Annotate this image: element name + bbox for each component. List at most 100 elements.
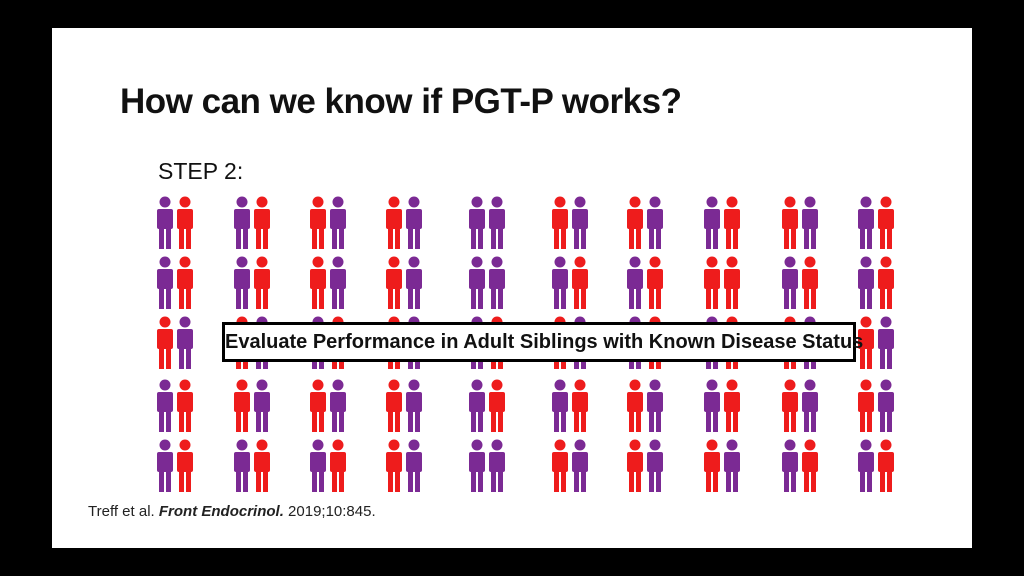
person-icon xyxy=(234,256,250,309)
torso xyxy=(552,452,568,472)
leg xyxy=(339,410,344,432)
person-icon xyxy=(627,196,643,249)
leg xyxy=(256,287,261,309)
head xyxy=(554,379,566,391)
leg xyxy=(471,287,476,309)
torso xyxy=(572,269,588,289)
torso xyxy=(469,269,485,289)
leg xyxy=(574,287,579,309)
leg xyxy=(319,227,324,249)
leg xyxy=(706,410,711,432)
person-icon xyxy=(858,379,874,432)
torso xyxy=(647,269,663,289)
head xyxy=(159,196,171,208)
person-icon xyxy=(627,439,643,492)
leg xyxy=(491,227,496,249)
person-icon xyxy=(782,439,798,492)
leg xyxy=(860,347,865,369)
leg xyxy=(263,410,268,432)
leg xyxy=(804,227,809,249)
head xyxy=(784,439,796,451)
leg xyxy=(860,227,865,249)
head xyxy=(574,196,586,208)
person-icon xyxy=(406,439,422,492)
torso xyxy=(157,269,173,289)
head xyxy=(471,439,483,451)
torso xyxy=(330,209,346,229)
head xyxy=(179,439,191,451)
leg xyxy=(561,410,566,432)
leg xyxy=(867,287,872,309)
torso xyxy=(406,392,422,412)
head xyxy=(860,439,872,451)
leg xyxy=(554,287,559,309)
person-icon xyxy=(330,379,346,432)
torso xyxy=(878,329,894,349)
person-icon xyxy=(647,196,663,249)
head xyxy=(388,256,400,268)
person-icon xyxy=(802,196,818,249)
leg xyxy=(811,287,816,309)
person-icon xyxy=(647,256,663,309)
leg xyxy=(804,470,809,492)
person-icon xyxy=(552,379,568,432)
leg xyxy=(804,410,809,432)
person-icon xyxy=(724,379,740,432)
head xyxy=(784,196,796,208)
head xyxy=(880,316,892,328)
leg xyxy=(179,347,184,369)
leg xyxy=(415,410,420,432)
torso xyxy=(330,452,346,472)
leg xyxy=(415,287,420,309)
leg xyxy=(236,410,241,432)
leg xyxy=(713,470,718,492)
head xyxy=(332,379,344,391)
leg xyxy=(312,287,317,309)
person-icon xyxy=(177,439,193,492)
leg xyxy=(636,470,641,492)
person-icon xyxy=(469,256,485,309)
person-icon xyxy=(406,196,422,249)
head xyxy=(179,256,191,268)
torso xyxy=(489,209,505,229)
person-icon xyxy=(310,439,326,492)
head xyxy=(860,316,872,328)
torso xyxy=(704,269,720,289)
torso xyxy=(177,329,193,349)
leg xyxy=(733,470,738,492)
leg xyxy=(791,227,796,249)
leg xyxy=(784,227,789,249)
leg xyxy=(263,470,268,492)
head xyxy=(179,316,191,328)
person-icon xyxy=(802,379,818,432)
leg xyxy=(236,227,241,249)
torso xyxy=(469,392,485,412)
head xyxy=(804,439,816,451)
leg xyxy=(478,287,483,309)
leg xyxy=(880,287,885,309)
leg xyxy=(312,410,317,432)
torso xyxy=(386,209,402,229)
torso xyxy=(177,209,193,229)
torso xyxy=(627,392,643,412)
person-icon xyxy=(858,256,874,309)
banner: Evaluate Performance in Adult Siblings w… xyxy=(222,322,863,362)
head xyxy=(236,256,248,268)
torso xyxy=(724,392,740,412)
head xyxy=(491,379,503,391)
leg xyxy=(649,470,654,492)
leg xyxy=(319,410,324,432)
leg xyxy=(860,410,865,432)
torso xyxy=(802,392,818,412)
leg xyxy=(574,227,579,249)
torso xyxy=(330,269,346,289)
person-icon xyxy=(782,256,798,309)
torso xyxy=(858,329,874,349)
head xyxy=(880,256,892,268)
torso xyxy=(406,209,422,229)
citation: Treff et al. Front Endocrinol. 2019;10:8… xyxy=(88,503,376,520)
leg xyxy=(236,287,241,309)
torso xyxy=(310,269,326,289)
person-icon xyxy=(647,439,663,492)
head xyxy=(649,196,661,208)
